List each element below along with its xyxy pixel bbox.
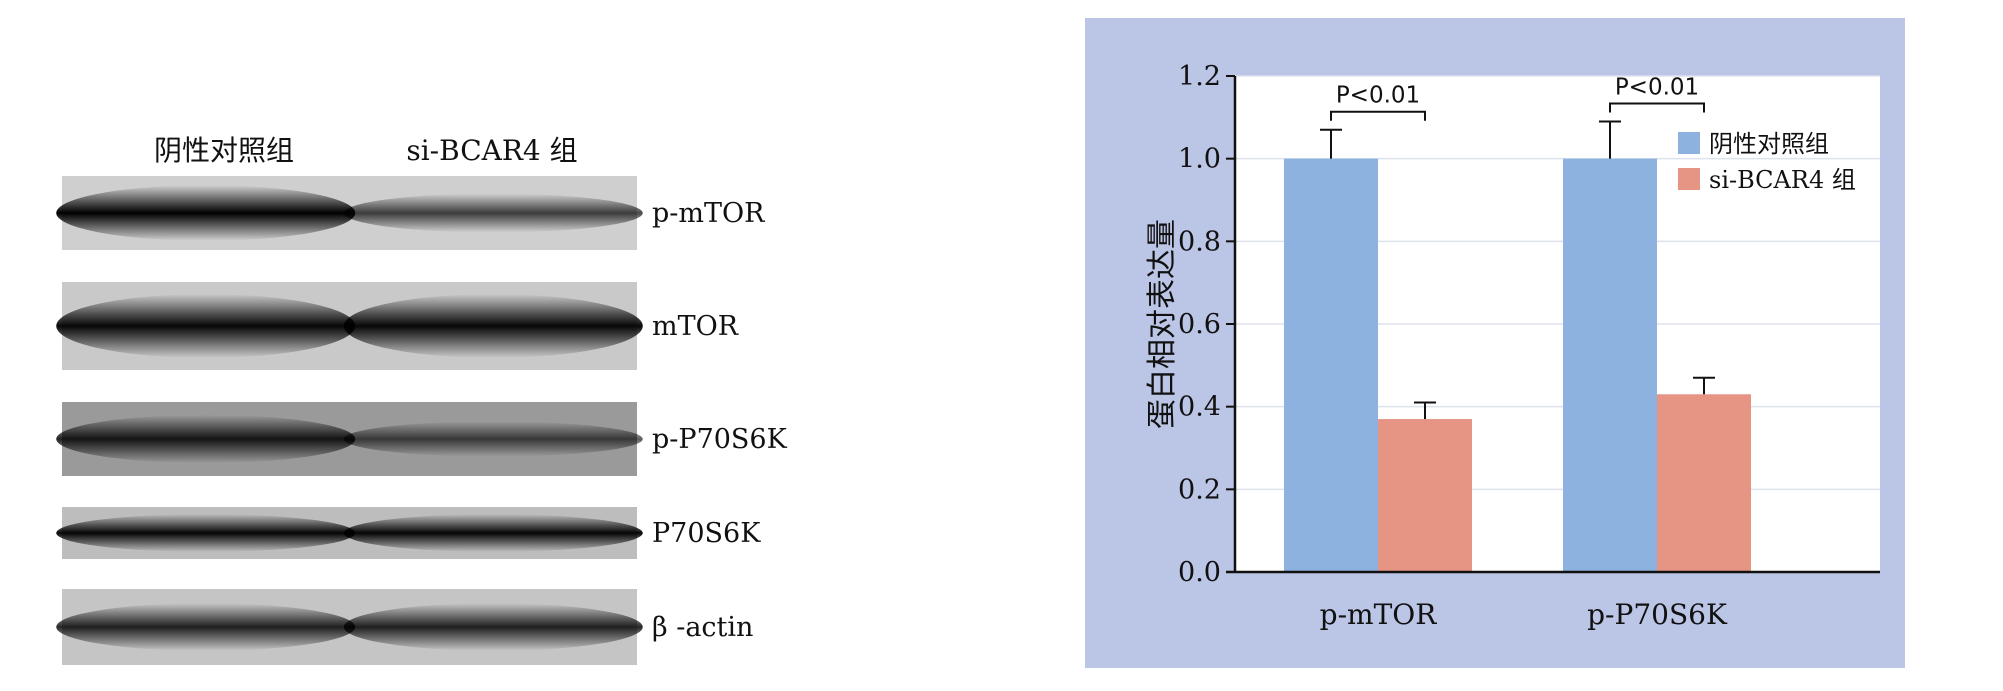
bar (1657, 394, 1751, 572)
y-axis-label: 蛋白相对表达量 (1145, 219, 1180, 429)
y-tick-label: 0.2 (1178, 474, 1221, 505)
lane-header-sibcar4: si-BCAR4 组 (406, 134, 577, 167)
y-tick-label: 0.6 (1178, 309, 1221, 340)
y-tick-label: 0.4 (1178, 392, 1221, 423)
bar (1563, 158, 1657, 572)
legend-swatch (1678, 132, 1700, 154)
lane-header-control: 阴性对照组 (154, 134, 294, 167)
blot-band (343, 603, 643, 651)
blot-band (343, 514, 643, 552)
bar (1284, 158, 1378, 572)
x-tick-label: p-P70S6K (1587, 598, 1728, 631)
significance-bracket (1330, 110, 1426, 121)
blot-row-5: β -actin (56, 589, 753, 665)
blot-band (343, 294, 643, 358)
bar (1378, 419, 1472, 572)
blot-band-label: p-P70S6K (652, 424, 788, 455)
western-blot-panel: 阴性对照组 si-BCAR4 组 p-mTOR mTOR p-P70S6K P70S6… (56, 134, 788, 665)
blot-band (56, 185, 356, 241)
significance-label: P<0.01 (1615, 74, 1699, 100)
x-tick-label: p-mTOR (1320, 598, 1438, 631)
legend-label: 阴性对照组 (1709, 130, 1829, 158)
blot-band (56, 603, 356, 651)
blot-band (343, 421, 643, 457)
blot-band (56, 514, 356, 552)
legend-label: si-BCAR4 组 (1709, 166, 1856, 194)
significance-bracket (1609, 102, 1705, 113)
legend-swatch (1678, 168, 1700, 190)
blot-band-label: P70S6K (652, 518, 761, 549)
y-tick-label: 0.0 (1178, 557, 1221, 588)
blot-band-label: mTOR (652, 311, 739, 342)
blot-band-label: p-mTOR (652, 198, 765, 229)
blot-row-2: mTOR (56, 282, 739, 370)
blot-row-4: P70S6K (56, 507, 761, 559)
blot-band (56, 294, 356, 358)
blot-band (343, 193, 643, 233)
y-tick-label: 0.8 (1178, 226, 1221, 257)
significance-label: P<0.01 (1336, 83, 1420, 109)
bar-chart: 0.0 0.2 0.4 0.6 0.8 1.0 1.2 p-mTOR p-P70S6K P<0.… (1085, 18, 1905, 668)
blot-row-1: p-mTOR (56, 176, 765, 250)
blot-band-label: β -actin (652, 612, 753, 643)
y-tick-label: 1.2 (1178, 61, 1221, 92)
blot-row-3: p-P70S6K (56, 402, 788, 476)
y-tick-label: 1.0 (1178, 144, 1221, 175)
blot-band (56, 414, 356, 464)
